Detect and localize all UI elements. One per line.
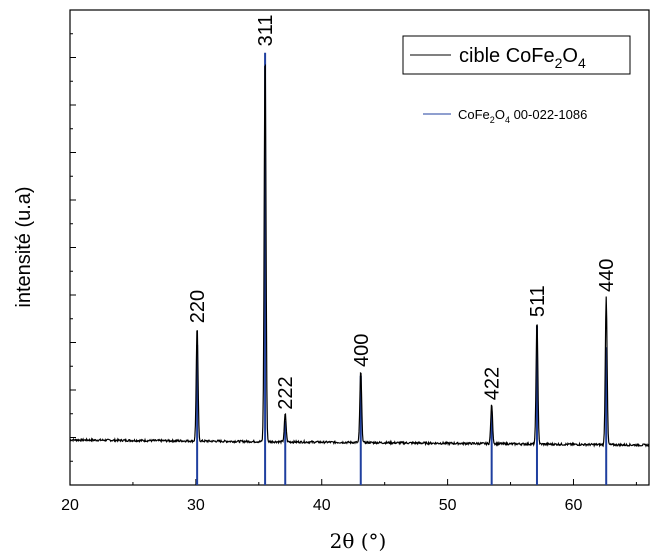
y-axis-title: intensité (u.a) bbox=[13, 186, 35, 307]
peak-label: 311 bbox=[255, 14, 277, 46]
x-axis-ticks bbox=[69, 479, 637, 485]
peak-label: 222 bbox=[275, 376, 297, 409]
x-tick-label: 20 bbox=[61, 497, 79, 514]
x-axis-title-unit: (°) bbox=[361, 529, 387, 553]
x-tick-label: 50 bbox=[439, 497, 457, 514]
legend-reference-label: CoFe2O4 00-022-1086 bbox=[458, 107, 587, 125]
y-axis-ticks bbox=[70, 9, 76, 462]
sample-pattern bbox=[69, 63, 650, 448]
peak-label: 440 bbox=[596, 259, 618, 292]
x-axis-title: 2θ (°) bbox=[330, 529, 387, 553]
peak-label: 220 bbox=[187, 290, 209, 323]
x-axis-title-main: 2θ bbox=[330, 529, 355, 553]
peak-labels: 220 311 222 400 422 511 440 bbox=[187, 14, 618, 409]
peak-label: 422 bbox=[482, 367, 504, 400]
x-tick-label: 40 bbox=[313, 497, 331, 514]
x-tick-label: 30 bbox=[187, 497, 205, 514]
x-tick-labels: 20 30 40 50 60 bbox=[61, 497, 582, 514]
x-tick-label: 60 bbox=[565, 497, 583, 514]
sample-line bbox=[69, 63, 650, 448]
legend-sample-label: cible CoFe2O4 bbox=[459, 45, 586, 71]
peak-label: 511 bbox=[527, 285, 549, 317]
peak-label: 400 bbox=[351, 334, 373, 367]
